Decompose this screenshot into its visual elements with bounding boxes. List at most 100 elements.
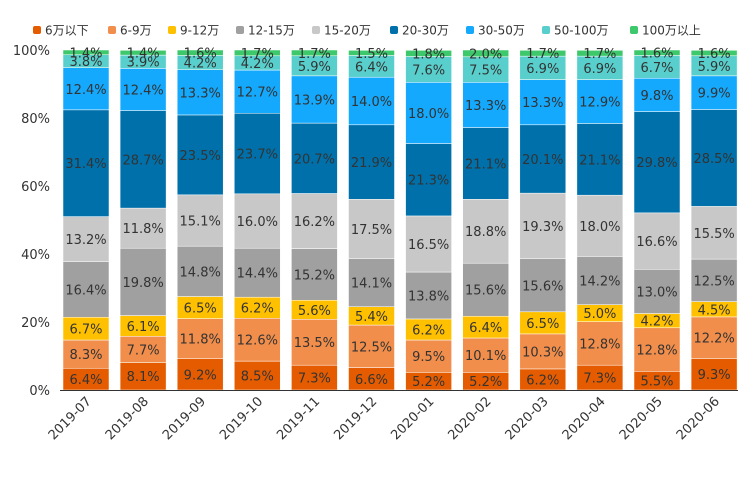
bar-segment xyxy=(348,50,395,56)
bar-stack: 7.3% 12.8% 5.0% 14.2% 18.0% 21.1% 12.9% 6.9%1.7… xyxy=(576,47,624,391)
bar-value-label: 7.3% xyxy=(583,372,616,387)
x-tick-label: 2019-10 xyxy=(217,394,266,443)
legend-item[interactable]: 15-20万 xyxy=(312,24,371,38)
bar-segment xyxy=(176,358,224,391)
bar-segment xyxy=(234,69,281,114)
bar-segment xyxy=(119,247,167,316)
legend-swatch xyxy=(33,26,41,34)
legend-item[interactable]: 6万以下 xyxy=(33,24,89,38)
legend-swatch xyxy=(312,26,320,34)
bar-stack: 8.1% 7.7% 6.1% 19.8% 11.8% 28.7% 12.4% 3.9%1.4% xyxy=(119,47,167,391)
y-tick-label: 40% xyxy=(21,248,50,263)
bar-value-label: 6.1% xyxy=(127,320,160,335)
y-tick-label: 0% xyxy=(29,384,50,399)
legend-swatch xyxy=(108,26,116,34)
bar-segment xyxy=(176,318,224,359)
x-tick-label: 2019-08 xyxy=(103,394,152,443)
bar-segment xyxy=(633,327,681,372)
bar-segment xyxy=(462,199,509,264)
bar-value-label: 12.4% xyxy=(122,83,163,98)
legend-swatch xyxy=(236,26,244,34)
bar-value-label: 9.3% xyxy=(698,368,731,383)
bar-value-label: 21.1% xyxy=(579,153,620,168)
bar-stack: 5.2% 9.5% 6.2% 13.8% 16.5% 21.3% 18.0% 7.6%1.8% xyxy=(405,47,452,391)
bar-segment xyxy=(405,82,452,144)
bar-stack: 5.5% 12.8% 4.2% 13.0% 16.6% 29.8% 9.8% 6.7%1.6% xyxy=(633,47,681,391)
bar-segment xyxy=(690,50,738,57)
bar-segment xyxy=(348,199,395,260)
bar-segment xyxy=(348,76,395,126)
bar-value-label: 9.8% xyxy=(640,89,673,104)
bar-value-label: 21.1% xyxy=(465,157,506,172)
bar-segment xyxy=(119,336,167,363)
legend-label: 9-12万 xyxy=(180,24,219,38)
y-tick-label: 60% xyxy=(21,180,50,195)
bar-value-label: 1.4% xyxy=(69,46,102,61)
bar-segment xyxy=(176,69,224,116)
bar-value-label: 21.9% xyxy=(351,156,392,171)
bars: 6.4%8.3%6.7%16.4%13.2%31.4%12.4%3.8%1.4%… xyxy=(62,46,738,391)
bar-value-label: 8.3% xyxy=(69,348,102,363)
legend-item[interactable]: 6-9万 xyxy=(108,24,152,38)
bar-segment xyxy=(576,321,624,366)
bar-segment xyxy=(119,207,167,249)
bar-value-label: 23.5% xyxy=(180,149,221,164)
legend-label: 20-30万 xyxy=(402,24,449,38)
legend-label: 15-20万 xyxy=(324,24,371,38)
bar-segment xyxy=(348,124,395,200)
bar-value-label: 6.2% xyxy=(412,323,445,338)
legend-label: 6万以下 xyxy=(45,24,89,38)
legend-swatch xyxy=(168,26,176,34)
bar-segment xyxy=(348,324,395,368)
bar-value-label: 9.2% xyxy=(184,368,217,383)
legend-item[interactable]: 100万以上 xyxy=(630,24,701,38)
bar-value-label: 7.3% xyxy=(298,372,331,387)
bar-value-label: 11.8% xyxy=(180,333,221,348)
bar-value-label: 5.9% xyxy=(698,60,731,75)
bar-segment xyxy=(405,56,452,83)
y-tick-label: 100% xyxy=(13,44,50,59)
bar-value-label: 16.5% xyxy=(408,238,449,253)
legend-item[interactable]: 50-100万 xyxy=(542,24,609,38)
bar-value-label: 6.9% xyxy=(583,62,616,77)
bar-value-label: 5.0% xyxy=(583,307,616,322)
bar-value-label: 7.7% xyxy=(127,343,160,358)
bar-value-label: 6.4% xyxy=(355,60,388,75)
bar-value-label: 6.7% xyxy=(640,61,673,76)
legend: 6万以下 6-9万 9-12万 12-15万 15-20万 20-30万 30-50万 50-… xyxy=(33,24,701,38)
bar-segment xyxy=(291,248,338,301)
bar-value-label: 16.4% xyxy=(65,283,106,298)
bar-segment xyxy=(462,56,509,83)
bar-segment xyxy=(119,110,167,209)
bar-value-label: 12.7% xyxy=(237,86,278,101)
bar-segment xyxy=(348,258,395,307)
bar-value-label: 23.7% xyxy=(237,148,278,163)
bar-segment xyxy=(119,68,167,111)
legend-item[interactable]: 12-15万 xyxy=(236,24,295,38)
bar-value-label: 14.1% xyxy=(351,277,392,292)
bar-value-label: 6.2% xyxy=(241,302,274,317)
bar-value-label: 6.9% xyxy=(526,62,559,77)
bar-value-label: 28.7% xyxy=(122,153,163,168)
y-tick-label: 20% xyxy=(21,316,50,331)
bar-stack: 6.2% 10.3% 6.5% 15.6% 19.3% 20.1% 13.3% 6.9%1.7… xyxy=(519,47,567,391)
y-tick-label: 80% xyxy=(21,112,50,127)
bar-value-label: 13.3% xyxy=(522,96,563,111)
legend-item[interactable]: 9-12万 xyxy=(168,24,219,38)
bar-segment xyxy=(462,49,509,58)
bar-value-label: 8.5% xyxy=(241,370,274,385)
bar-stack: 8.5% 12.6% 6.2% 14.4% 16.0% 23.7% 12.7% 4.2%1.7… xyxy=(234,47,281,391)
x-tick-label: 2020-04 xyxy=(560,394,609,443)
bar-value-label: 10.1% xyxy=(465,349,506,364)
legend-item[interactable]: 30-50万 xyxy=(466,24,525,38)
legend-item[interactable]: 20-30万 xyxy=(390,24,449,38)
bar-value-label: 2.0% xyxy=(469,47,502,62)
bar-value-label: 14.4% xyxy=(237,267,278,282)
bar-segment xyxy=(576,79,624,124)
bar-stack: 7.3% 13.5% 5.6% 15.2% 16.2% 20.7% 13.9% 5.9%1.7… xyxy=(291,47,338,391)
bar-value-label: 14.0% xyxy=(351,95,392,110)
bar-value-label: 1.6% xyxy=(698,47,731,62)
bar-value-label: 1.7% xyxy=(583,47,616,62)
bar-segment xyxy=(234,318,281,362)
bar-segment xyxy=(519,79,567,126)
